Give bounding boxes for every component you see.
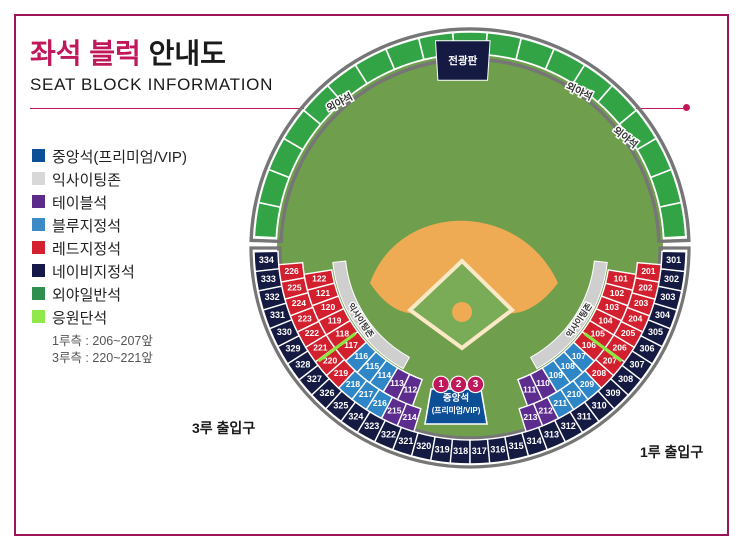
svg-text:330: 330 <box>277 327 292 337</box>
svg-text:320: 320 <box>416 441 431 451</box>
svg-text:108: 108 <box>561 361 575 371</box>
svg-text:317: 317 <box>472 446 487 456</box>
svg-text:224: 224 <box>292 298 306 308</box>
svg-text:311: 311 <box>577 411 592 421</box>
svg-text:322: 322 <box>381 429 396 439</box>
svg-text:211: 211 <box>553 398 567 408</box>
svg-text:204: 204 <box>628 313 642 323</box>
svg-text:333: 333 <box>261 274 276 284</box>
svg-text:121: 121 <box>316 288 330 298</box>
svg-text:316: 316 <box>490 444 505 454</box>
svg-text:107: 107 <box>572 351 586 361</box>
svg-text:105: 105 <box>591 328 605 338</box>
svg-text:120: 120 <box>321 302 335 312</box>
svg-text:119: 119 <box>328 316 342 326</box>
svg-text:321: 321 <box>398 436 413 446</box>
svg-text:215: 215 <box>387 406 401 416</box>
svg-text:313: 313 <box>544 429 559 439</box>
svg-text:216: 216 <box>373 398 387 408</box>
svg-text:325: 325 <box>333 400 348 410</box>
svg-text:328: 328 <box>295 359 310 369</box>
svg-text:1: 1 <box>438 379 444 390</box>
svg-text:329: 329 <box>285 344 300 354</box>
svg-text:전광판: 전광판 <box>448 54 477 67</box>
svg-text:113: 113 <box>390 378 404 388</box>
svg-text:122: 122 <box>312 274 326 284</box>
svg-text:210: 210 <box>567 389 581 399</box>
svg-text:102: 102 <box>610 288 624 298</box>
svg-text:214: 214 <box>402 412 416 422</box>
svg-text:2: 2 <box>456 379 462 390</box>
svg-text:206: 206 <box>613 342 627 352</box>
svg-text:308: 308 <box>618 374 633 384</box>
svg-text:208: 208 <box>592 368 606 378</box>
svg-text:303: 303 <box>660 292 675 302</box>
svg-text:314: 314 <box>527 436 542 446</box>
svg-text:217: 217 <box>359 389 373 399</box>
svg-text:318: 318 <box>453 446 468 456</box>
svg-text:205: 205 <box>621 328 635 338</box>
svg-text:219: 219 <box>334 368 348 378</box>
svg-text:310: 310 <box>592 400 607 410</box>
svg-text:118: 118 <box>335 328 349 338</box>
svg-text:306: 306 <box>640 344 655 354</box>
svg-text:315: 315 <box>509 441 524 451</box>
svg-text:332: 332 <box>265 292 280 302</box>
svg-text:307: 307 <box>630 359 645 369</box>
svg-text:324: 324 <box>348 411 363 421</box>
svg-text:112: 112 <box>404 384 418 394</box>
svg-text:304: 304 <box>655 310 670 320</box>
svg-text:3: 3 <box>473 379 479 390</box>
svg-text:111: 111 <box>523 384 537 394</box>
svg-text:334: 334 <box>259 255 274 265</box>
svg-text:101: 101 <box>614 274 628 284</box>
svg-text:226: 226 <box>284 266 298 276</box>
svg-text:213: 213 <box>523 412 537 422</box>
svg-text:221: 221 <box>313 342 327 352</box>
svg-text:218: 218 <box>346 379 360 389</box>
svg-text:302: 302 <box>664 274 679 284</box>
svg-text:109: 109 <box>549 370 563 380</box>
svg-text:323: 323 <box>364 421 379 431</box>
svg-text:212: 212 <box>539 406 553 416</box>
svg-text:중앙석: 중앙석 <box>443 392 469 404</box>
svg-text:203: 203 <box>634 298 648 308</box>
svg-text:209: 209 <box>580 379 594 389</box>
svg-text:223: 223 <box>298 313 312 323</box>
svg-text:103: 103 <box>605 302 619 312</box>
svg-text:202: 202 <box>638 282 652 292</box>
svg-text:222: 222 <box>305 328 319 338</box>
svg-text:(프리미엄/VIP): (프리미엄/VIP) <box>432 405 481 415</box>
svg-text:116: 116 <box>354 351 368 361</box>
svg-text:201: 201 <box>641 266 655 276</box>
svg-text:327: 327 <box>307 374 322 384</box>
svg-text:301: 301 <box>666 255 681 265</box>
svg-text:305: 305 <box>648 327 663 337</box>
svg-text:312: 312 <box>561 421 576 431</box>
svg-text:104: 104 <box>598 316 612 326</box>
svg-text:326: 326 <box>319 388 334 398</box>
svg-text:319: 319 <box>435 444 450 454</box>
svg-text:309: 309 <box>605 388 620 398</box>
svg-text:225: 225 <box>287 282 301 292</box>
svg-text:331: 331 <box>270 310 285 320</box>
